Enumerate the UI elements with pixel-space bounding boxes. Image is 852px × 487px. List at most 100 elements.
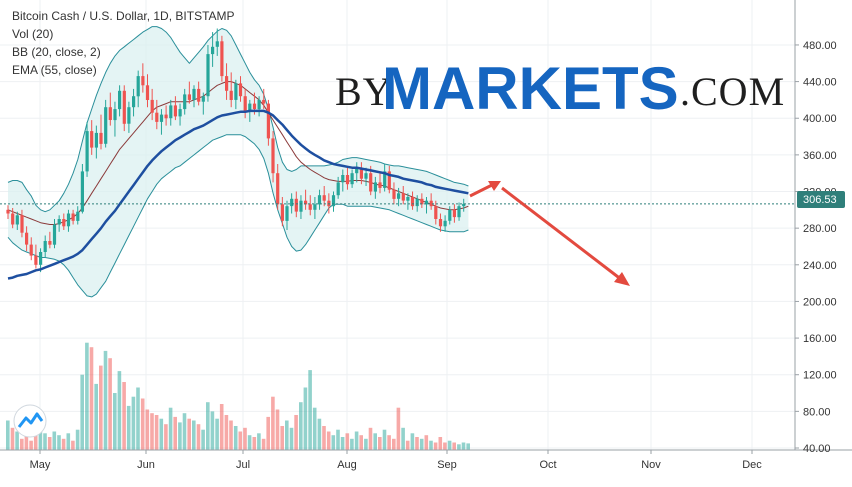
volume-bar <box>275 409 280 450</box>
bb-lower-line <box>7 134 469 298</box>
volume-bar <box>419 438 424 450</box>
candle-body <box>108 107 112 120</box>
volume-bar <box>75 429 80 450</box>
candle-body <box>294 198 298 212</box>
logo-mark <box>17 412 44 428</box>
volume-bar <box>285 420 289 450</box>
candle-body <box>336 182 340 196</box>
ema-line <box>7 109 469 280</box>
candle-body <box>331 195 336 207</box>
candle-body <box>313 204 317 210</box>
x-tick-label: Dec <box>742 459 762 471</box>
candle-body <box>364 173 368 179</box>
last-price-tag: 306.53 <box>797 191 845 208</box>
candle-body <box>201 96 205 102</box>
volume-bar <box>294 415 298 450</box>
volume-bar <box>71 440 75 450</box>
volume-bar <box>145 409 150 450</box>
candle-body <box>11 213 15 225</box>
volume-bar <box>136 387 140 450</box>
candle-body <box>62 219 66 227</box>
volume-bar <box>80 374 84 450</box>
volume-bar <box>210 411 215 450</box>
ema-55-line <box>7 109 469 280</box>
candle-body <box>215 41 219 47</box>
candle-body <box>155 112 159 122</box>
y-tick-label: 40.00 <box>803 443 831 455</box>
x-tick-label: Jun <box>137 459 155 471</box>
volume-bar <box>233 426 238 450</box>
candle-body <box>304 200 308 205</box>
candle-body <box>71 213 75 221</box>
volume-bar <box>43 433 47 450</box>
volume-bar <box>261 438 266 450</box>
candle-body <box>452 209 456 218</box>
candle-body <box>443 220 447 227</box>
y-tick-label: 280.00 <box>803 223 837 235</box>
candle-body <box>406 197 410 201</box>
legend-ema[interactable]: EMA (55, close) <box>12 63 97 77</box>
candle-body <box>52 224 57 245</box>
price-tag-value: 306.53 <box>803 194 837 206</box>
volume-bar <box>117 371 122 450</box>
candle-body <box>345 175 350 185</box>
candle-body <box>350 173 354 185</box>
volume-bar <box>396 407 401 450</box>
y-tick-label: 440.00 <box>803 77 837 89</box>
y-tick-label: 480.00 <box>803 40 837 52</box>
x-tick-label: Jul <box>236 459 250 471</box>
legend-title: Bitcoin Cash / U.S. Dollar, 1D, BITSTAMP <box>12 9 235 23</box>
candle-body <box>164 114 168 119</box>
volume-bar <box>378 437 382 450</box>
y-tick-label: 160.00 <box>803 333 837 345</box>
volume-bar <box>20 438 24 450</box>
legend-bb[interactable]: BB (20, close, 2) <box>12 45 101 59</box>
tradingview-logo-icon[interactable] <box>13 404 47 438</box>
volume-bar <box>108 358 112 450</box>
volume-bar <box>52 431 57 450</box>
candle-body <box>290 198 294 207</box>
volume-bar <box>15 431 19 450</box>
volume-bar <box>182 413 187 450</box>
volume-bar <box>340 437 345 450</box>
candle-body <box>29 244 33 256</box>
candle-body <box>299 200 303 212</box>
candle-body <box>99 132 103 144</box>
legend-vol[interactable]: Vol (20) <box>12 27 53 41</box>
volume-bar <box>266 416 270 450</box>
volume-bar <box>24 435 29 450</box>
volume-bar <box>224 415 229 450</box>
y-tick-label: 400.00 <box>803 113 837 125</box>
volume-bar <box>238 431 243 450</box>
candle-body <box>271 138 275 174</box>
volume-bar <box>350 438 354 450</box>
candle-body <box>234 83 238 100</box>
volume-bar <box>159 418 164 450</box>
volume-bar <box>94 383 98 450</box>
candle-body <box>85 131 89 172</box>
candle-body <box>197 88 201 102</box>
candle-body <box>401 193 405 201</box>
candle-body <box>341 175 345 183</box>
volume-bar <box>312 407 317 450</box>
candle-body <box>424 200 429 205</box>
volume-bar <box>252 437 257 450</box>
volume-bar <box>308 370 312 450</box>
volume-bar <box>280 426 284 450</box>
volume-bar <box>336 429 340 450</box>
volume-bar <box>326 431 331 450</box>
volume-bar <box>103 350 108 450</box>
x-tick-label: Oct <box>539 459 556 471</box>
volume-bar <box>122 382 126 450</box>
volume-bar <box>317 418 322 450</box>
candle-body <box>113 109 117 121</box>
y-tick-label: 240.00 <box>803 260 837 272</box>
volume-bars <box>6 342 470 450</box>
candle-body <box>373 182 377 192</box>
candle-body <box>257 99 261 110</box>
volume-bar <box>257 433 261 450</box>
volume-bar <box>373 433 377 450</box>
volume-bar <box>447 440 452 450</box>
